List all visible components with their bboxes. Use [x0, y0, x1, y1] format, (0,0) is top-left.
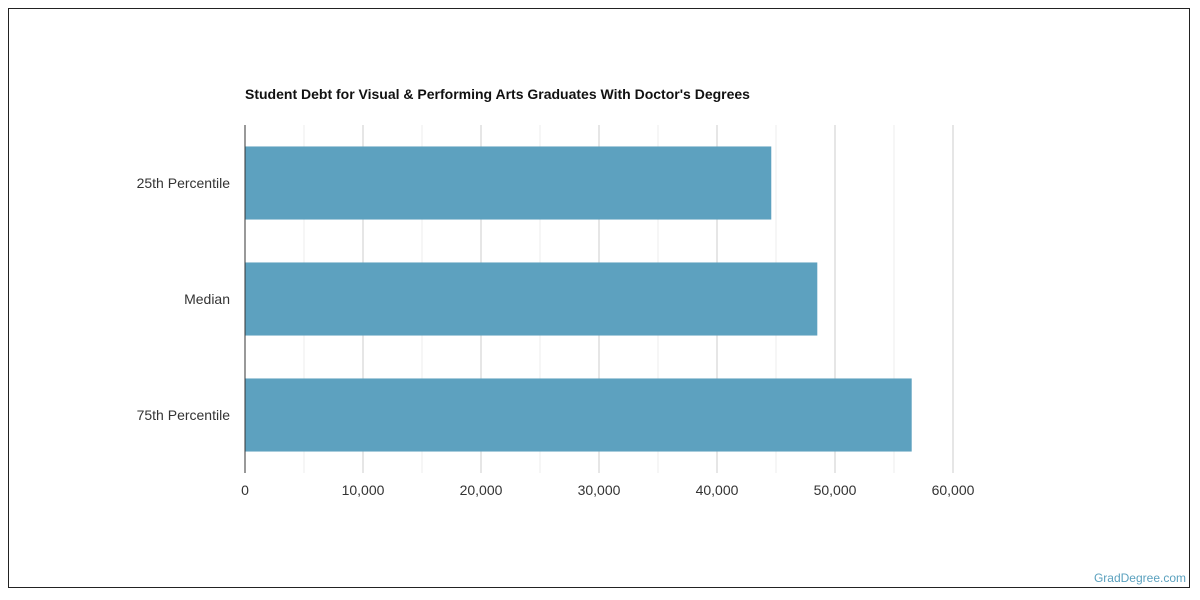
- x-tick-label: 20,000: [460, 482, 503, 498]
- watermark: GradDegree.com: [1093, 571, 1186, 585]
- x-tick-label: 30,000: [578, 482, 621, 498]
- x-tick-label: 60,000: [932, 482, 975, 498]
- category-label: 25th Percentile: [137, 175, 231, 191]
- bar: [245, 146, 772, 220]
- x-tick-label: 50,000: [814, 482, 857, 498]
- category-label: Median: [184, 291, 230, 307]
- x-tick-label: 0: [241, 482, 249, 498]
- x-tick-label: 10,000: [342, 482, 385, 498]
- bar: [245, 378, 912, 452]
- chart-title: Student Debt for Visual & Performing Art…: [245, 86, 750, 102]
- bars: [245, 146, 912, 452]
- bar: [245, 262, 818, 336]
- category-label: 75th Percentile: [137, 407, 231, 423]
- x-tick-label: 40,000: [696, 482, 739, 498]
- labels: 0 10,000 20,000 30,000 40,000 50,000 60,000 25t…: [137, 175, 975, 498]
